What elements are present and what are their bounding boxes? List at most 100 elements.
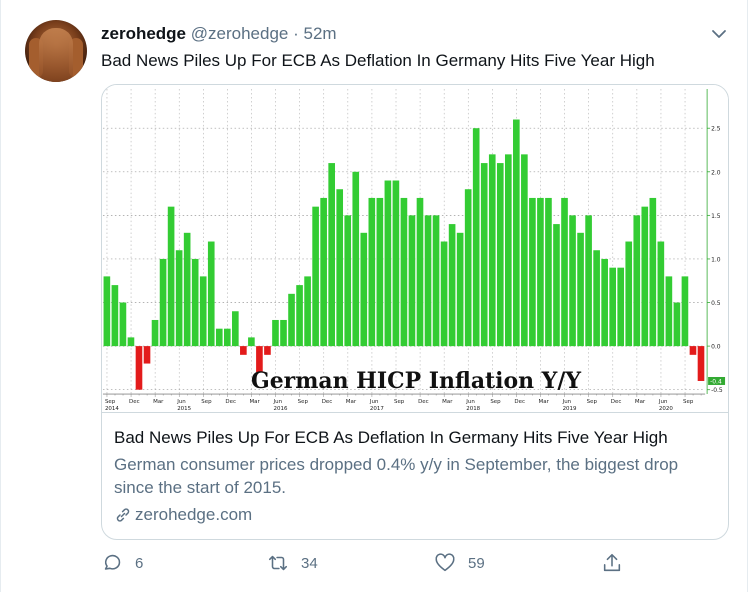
chart-y-axis: 2.5 2.0 1.5 1.0 0.5 0.0 -0.5 -0.4 <box>706 88 726 394</box>
chart-bar <box>440 241 448 347</box>
reply-button[interactable]: 6 <box>101 552 143 574</box>
avatar-torso <box>39 28 73 82</box>
card-body: Bad News Piles Up For ECB As Deflation I… <box>102 414 728 539</box>
chart-bar <box>304 276 311 347</box>
chart-bar <box>328 163 335 347</box>
chart-bar <box>392 180 400 347</box>
retweet-button[interactable]: 34 <box>267 552 318 574</box>
chart-bar <box>352 171 360 347</box>
x-tick-month-label: Dec <box>225 399 236 405</box>
x-tick-month-label: Sep <box>298 399 309 405</box>
chevron-down-icon[interactable] <box>709 24 729 44</box>
chart-bar <box>119 302 127 347</box>
x-tick-year-label: 2015 <box>177 406 191 412</box>
x-tick-month-label: Jun <box>369 399 379 405</box>
chart-bar <box>649 197 657 347</box>
like-count: 59 <box>468 554 485 572</box>
chart-bar <box>625 241 633 347</box>
chart-bar <box>384 180 392 347</box>
x-tick-month-label: Jun <box>273 399 283 405</box>
x-tick-year-label: 2014 <box>105 406 119 412</box>
x-tick-month-label: Sep <box>105 399 116 405</box>
x-tick-month-label: Mar <box>346 399 357 405</box>
link-icon <box>116 508 130 522</box>
share-icon <box>603 553 621 572</box>
chart-bar <box>504 154 512 347</box>
heart-icon <box>435 553 455 572</box>
avatar[interactable] <box>25 20 87 82</box>
card-domain[interactable]: zerohedge.com <box>135 505 253 524</box>
chart-bar <box>488 154 496 347</box>
x-tick-month-label: Sep <box>490 399 501 405</box>
chart-bar <box>464 189 472 347</box>
author-name[interactable]: zerohedge <box>101 24 187 43</box>
x-tick-month-label: Sep <box>394 399 405 405</box>
chart-bar <box>344 215 352 347</box>
chart-bar <box>657 241 665 347</box>
x-tick-year-label: 2017 <box>370 406 384 412</box>
chart-bar <box>665 276 673 347</box>
card-link[interactable]: zerohedge.com <box>114 505 716 525</box>
chart-bar <box>232 311 239 347</box>
chart-bar <box>256 346 263 373</box>
x-tick-month-label: Dec <box>514 399 525 405</box>
chart-bar <box>633 215 641 347</box>
chart-bar <box>312 206 319 347</box>
author-handle[interactable]: @zerohedge <box>190 24 289 43</box>
chart-bar <box>360 232 368 347</box>
chart-bar <box>135 346 143 390</box>
chart-bar <box>288 293 295 347</box>
reply-icon <box>104 554 121 570</box>
reply-count: 6 <box>135 554 144 572</box>
chart-bar <box>545 197 552 347</box>
chart-bar <box>199 276 207 347</box>
like-button[interactable]: 59 <box>434 552 485 574</box>
link-card[interactable]: 2.5 2.0 1.5 1.0 0.5 0.0 -0.5 -0.4 Sep 2014 Dec Mar… <box>101 84 729 540</box>
y-tick-label: -0.5 <box>711 387 723 394</box>
x-tick-month-label: Jun <box>658 399 668 405</box>
chart-bar <box>673 302 681 347</box>
chart-bar <box>601 258 608 347</box>
chart-bar <box>529 197 536 347</box>
x-tick-month-label: Mar <box>153 399 164 405</box>
chart-bar <box>416 197 424 347</box>
card-description: German consumer prices dropped 0.4% y/y … <box>114 455 679 497</box>
chart-bar <box>689 346 697 355</box>
tweet-actions: 6 34 59 <box>101 552 661 580</box>
x-tick-month-label: Mar <box>249 399 260 405</box>
chart-bar <box>456 232 464 347</box>
chart-bar <box>521 154 528 347</box>
retweet-icon <box>268 555 288 571</box>
x-tick-month-label: Dec <box>611 399 622 405</box>
chart-bar <box>215 328 223 347</box>
chart-bar <box>223 328 231 347</box>
y-tick-label: 1.0 <box>711 256 721 263</box>
chart-bar <box>561 197 568 347</box>
chart-bar <box>569 215 576 347</box>
x-tick-month-label: Dec <box>129 399 140 405</box>
card-title: Bad News Piles Up For ECB As Deflation I… <box>114 428 668 447</box>
chart-bar <box>480 163 488 347</box>
chart-bar <box>376 197 384 347</box>
x-tick-year-label: 2020 <box>659 406 673 412</box>
chart-bar <box>103 276 111 347</box>
chart-bar <box>609 267 616 347</box>
chart-bar <box>159 258 167 347</box>
chart-bar <box>111 285 119 347</box>
last-value-marker <box>708 376 726 385</box>
chart-bar <box>143 346 151 364</box>
x-tick-month-label: Mar <box>539 399 550 405</box>
x-tick-year-label: 2016 <box>274 406 288 412</box>
chart-bar <box>207 241 215 347</box>
tweet-timestamp[interactable]: 52m <box>303 24 337 43</box>
chart-bar <box>400 197 408 347</box>
chart-bar <box>175 250 183 347</box>
y-tick-label: 0.5 <box>711 300 721 307</box>
y-tick-label: 2.5 <box>711 126 721 133</box>
chart-bar <box>264 346 271 355</box>
chart-bar <box>320 197 327 347</box>
tweet-text: Bad News Piles Up For ECB As Deflation I… <box>101 51 655 70</box>
share-button[interactable] <box>601 552 623 574</box>
